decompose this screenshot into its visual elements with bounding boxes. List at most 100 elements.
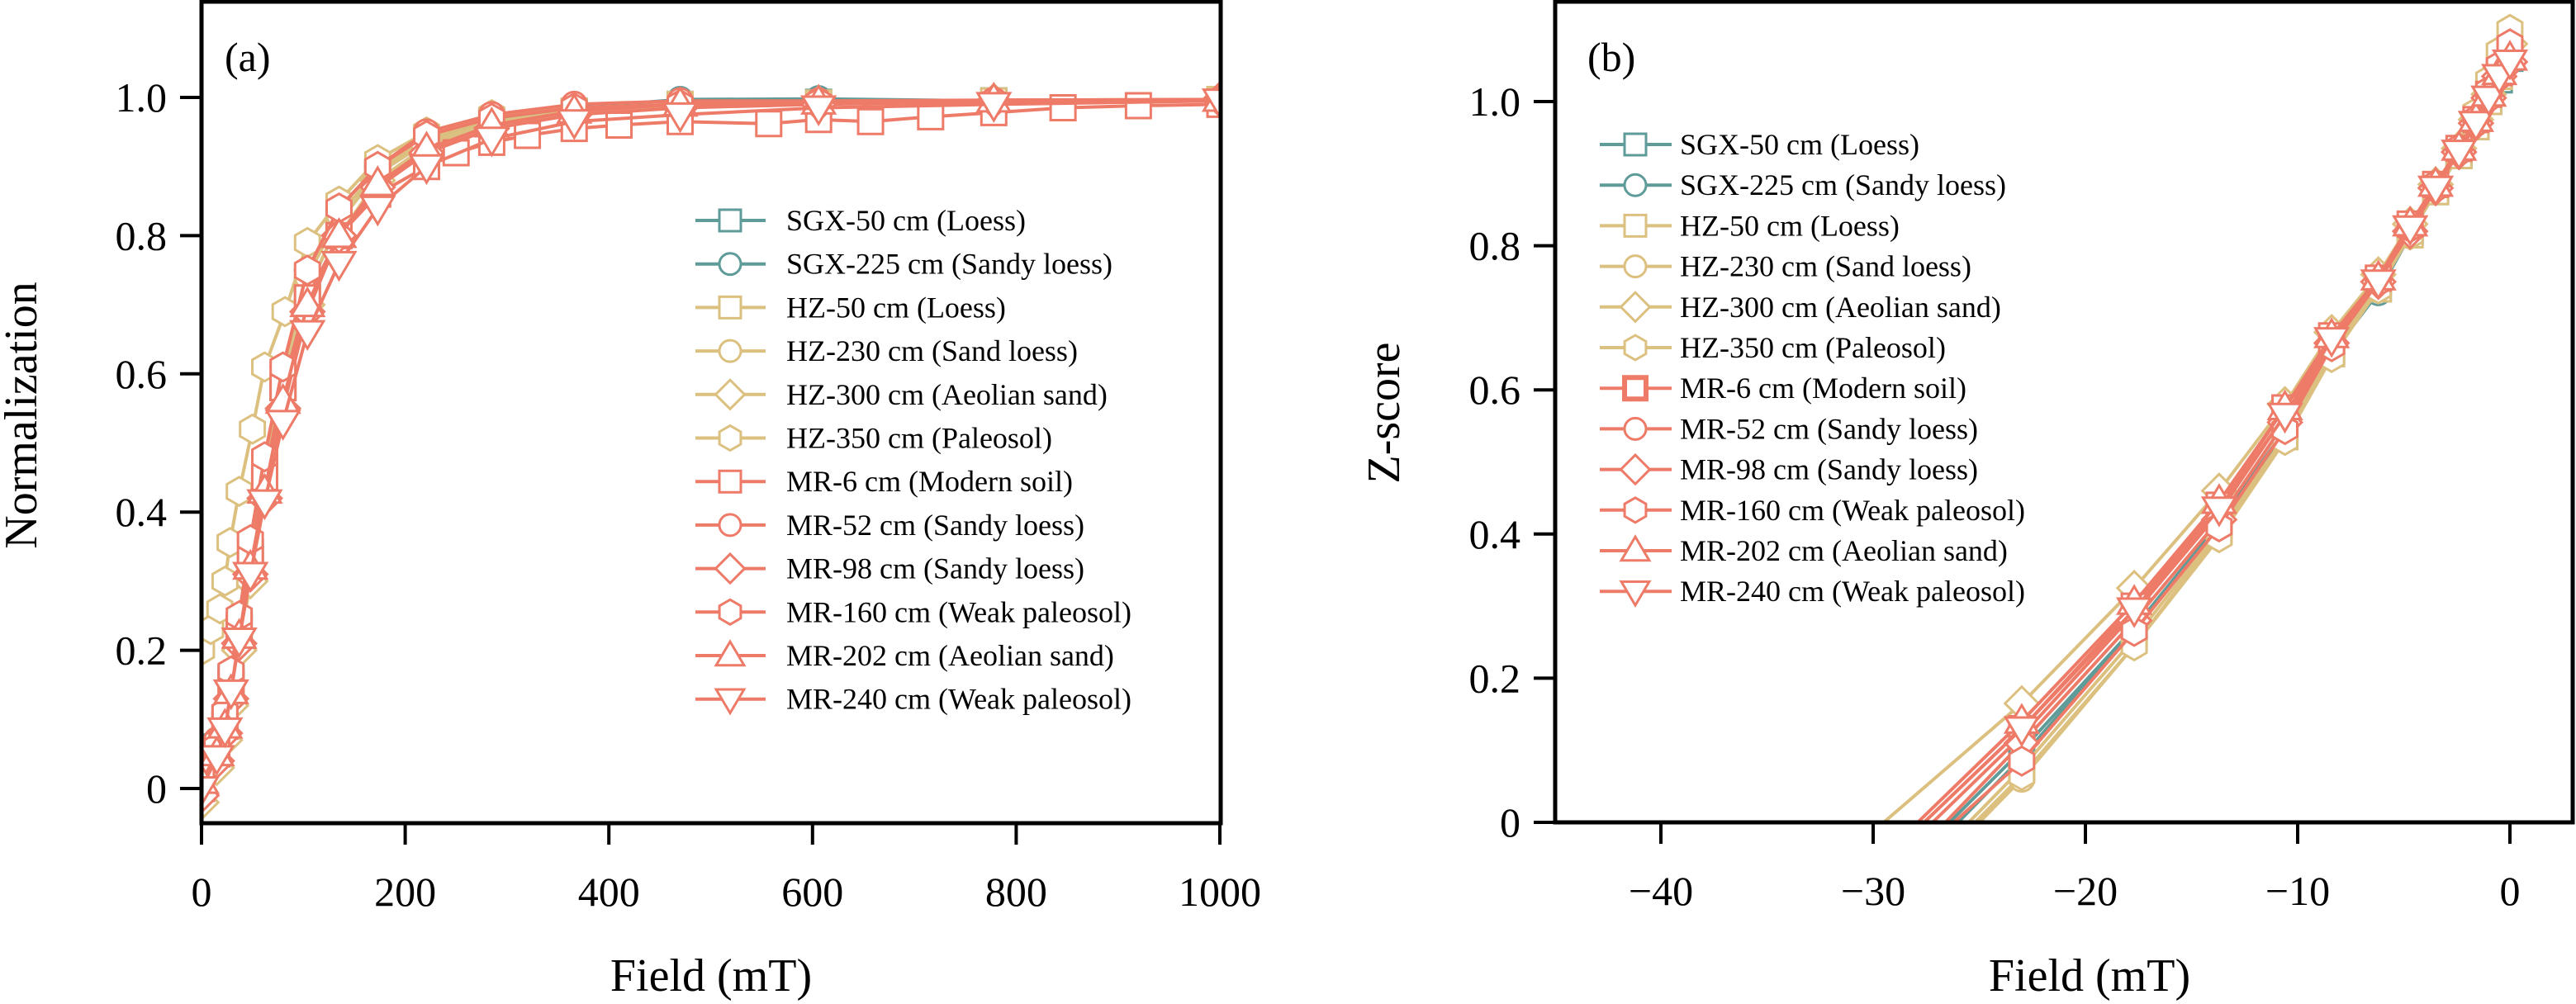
panel-b-y-tick-label: 0.2 xyxy=(1469,655,1521,701)
panel-a-data-point-triangle-up xyxy=(320,216,358,249)
panel-b-legend-label: HZ-230 cm (Sand loess) xyxy=(1680,250,1971,283)
panel-b-legend-item: MR-6 cm (Modern soil) xyxy=(1600,372,1966,405)
panel-a-legend-label: HZ-300 cm (Aeolian sand) xyxy=(786,378,1108,411)
panel-b-data-point-triangle-down xyxy=(2392,215,2429,247)
panel-b-legend-label: MR-160 cm (Weak paleosol) xyxy=(1680,494,2025,527)
panel-a-x-axis-title: Field (mT) xyxy=(610,950,812,1002)
panel-a-data-point-triangle-down xyxy=(289,320,326,352)
panel-a-y-ticks: 0 0.2 0.4 0.6 0.8 1.0 xyxy=(116,74,202,812)
panel-a-normalization: 0 200 400 600 800 1000 0 0.2 0.4 0.6 0.8 1.0 (a) F… xyxy=(0,0,1261,1002)
panel-a-data-point-triangle-down xyxy=(206,717,244,749)
panel-a-data-point-square xyxy=(1124,92,1152,120)
panel-b-legend-marker-circle xyxy=(1623,416,1648,441)
panel-b-x-axis-title: Field (mT) xyxy=(1989,950,2190,1002)
panel-b-y-axis-title: Z-score xyxy=(1359,342,1410,483)
panel-a-legend-marker-diamond xyxy=(714,378,747,411)
panel-a-legend-label: MR-98 cm (Sandy loess) xyxy=(786,552,1084,585)
panel-a-legend-item: MR-202 cm (Aeolian sand) xyxy=(695,639,1114,672)
panel-b-data-point-triangle-down xyxy=(2417,175,2455,207)
panel-a-x-tick-label: 800 xyxy=(985,869,1047,915)
panel-a-y-axis-title: Normalization xyxy=(0,282,47,548)
panel-b-x-tick-label: −20 xyxy=(2053,868,2118,914)
panel-b-data-point-triangle-down xyxy=(2266,402,2303,434)
panel-b-legend-label: HZ-50 cm (Loess) xyxy=(1680,209,1900,242)
panel-b-legend-label: SGX-50 cm (Loess) xyxy=(1680,128,1919,161)
panel-b-series-mr-240-cm-weak-paleosol xyxy=(1923,49,2529,821)
panel-a-legend-item: HZ-350 cm (Paleosol) xyxy=(695,422,1052,455)
panel-a-legend-item: HZ-50 cm (Loess) xyxy=(695,291,1006,324)
panel-a-legend-marker-square xyxy=(718,208,742,233)
panel-a-data-point-triangle-up xyxy=(289,286,326,318)
panel-b-legend-marker-hexagon xyxy=(1623,496,1648,524)
panel-b-legend-label: MR-240 cm (Weak paleosol) xyxy=(1680,575,2025,608)
panel-a-data-point-square xyxy=(856,107,885,135)
panel-a-legend-label: MR-6 cm (Modern soil) xyxy=(786,465,1073,498)
panel-a-data-point-triangle-down xyxy=(473,126,510,158)
panel-b-legend-item: SGX-225 cm (Sandy loess) xyxy=(1600,168,2006,201)
panel-a-legend-marker-diamond xyxy=(714,552,747,585)
panel-b-series-line xyxy=(1974,28,2512,821)
panel-a-legend-label: MR-160 cm (Weak paleosol) xyxy=(786,595,1131,628)
panel-b-legend-marker-diamond xyxy=(1619,291,1652,324)
panel-a-y-tick-label: 0.4 xyxy=(116,489,168,535)
panel-b-legend-item: HZ-350 cm (Paleosol) xyxy=(1600,331,1946,364)
panel-b-legend-label: MR-202 cm (Aeolian sand) xyxy=(1680,534,2008,567)
panel-a-data-point-square xyxy=(917,102,945,130)
panel-b-y-tick-label: 1.0 xyxy=(1469,78,1521,125)
panel-b-legend-item: HZ-300 cm (Aeolian sand) xyxy=(1600,291,2001,324)
panel-b-legend-marker-square xyxy=(1623,213,1648,238)
panel-a-legend-label: SGX-225 cm (Sandy loess) xyxy=(786,248,1112,281)
panel-b-legend-label: SGX-225 cm (Sandy loess) xyxy=(1680,168,2006,201)
panel-b-legend-marker-triangle-up xyxy=(1619,534,1652,562)
panel-a-legend-label: SGX-50 cm (Loess) xyxy=(786,204,1026,237)
panel-b-legend-label: MR-98 cm (Sandy loess) xyxy=(1680,453,1978,486)
panel-a-label: (a) xyxy=(225,34,271,80)
panel-b-series-layer xyxy=(1883,13,2529,821)
panel-a-legend-label: HZ-230 cm (Sand loess) xyxy=(786,334,1078,367)
panel-b-y-tick-label: 0 xyxy=(1500,799,1520,845)
panel-a-data-point-hexagon xyxy=(293,226,321,258)
panel-a-legend-marker-triangle-down xyxy=(714,688,747,716)
panel-b-legend-item: HZ-50 cm (Loess) xyxy=(1600,209,1900,242)
panel-a-y-tick-label: 0 xyxy=(146,765,167,812)
panel-b-y-ticks: 0 0.2 0.4 0.6 0.8 1.0 xyxy=(1469,78,1555,845)
panel-b-data-point-hexagon xyxy=(2008,745,2036,777)
panel-a-legend-item: SGX-50 cm (Loess) xyxy=(695,204,1026,237)
panel-a-data-point-hexagon xyxy=(211,565,239,597)
panel-b-legend-label: MR-6 cm (Modern soil) xyxy=(1680,372,1966,405)
panel-b-legend-item: MR-160 cm (Weak paleosol) xyxy=(1600,494,2025,527)
panel-b-legend-marker-triangle-down xyxy=(1619,580,1652,609)
panel-a-legend-label: MR-202 cm (Aeolian sand) xyxy=(786,639,1114,672)
panel-a-legend-label: HZ-350 cm (Paleosol) xyxy=(786,422,1052,455)
panel-b-label: (b) xyxy=(1587,34,1635,80)
panel-b-legend-marker-circle xyxy=(1623,173,1648,197)
panel-b-legend: SGX-50 cm (Loess) SGX-225 cm (Sandy loess… xyxy=(1600,128,2025,608)
panel-a-legend-item: MR-52 cm (Sandy loess) xyxy=(695,509,1084,542)
panel-a-data-point-hexagon xyxy=(217,655,245,687)
panel-b-data-point-triangle-down xyxy=(2491,49,2529,81)
panel-a-legend-item: MR-6 cm (Modern soil) xyxy=(695,465,1073,498)
panel-b-series-hz-230-cm-sand-loess xyxy=(1978,37,2524,821)
panel-b-series-hz-350-cm-paleosol xyxy=(1974,13,2524,821)
panel-a-plot-frame xyxy=(199,0,1223,826)
panel-b-y-tick-label: 0.8 xyxy=(1469,223,1521,269)
panel-a-legend-item: MR-160 cm (Weak paleosol) xyxy=(695,595,1131,628)
panel-a-legend-marker-square xyxy=(718,295,742,320)
panel-b-x-tick-label: 0 xyxy=(2500,868,2521,914)
panel-a-legend-label: MR-240 cm (Weak paleosol) xyxy=(786,683,1131,716)
panel-a-legend-marker-circle xyxy=(718,339,742,363)
panel-b-legend-label: HZ-350 cm (Paleosol) xyxy=(1680,331,1946,364)
panel-b-x-ticks: −40 −30 −20 −10 0 xyxy=(1629,822,2521,914)
panel-b-x-tick-label: −30 xyxy=(1841,868,1905,914)
panel-a-legend-marker-circle xyxy=(718,513,742,538)
panel-b-legend-item: HZ-230 cm (Sand loess) xyxy=(1600,250,1971,283)
panel-a-series-mr-240-cm-weak-paleosol xyxy=(203,88,1219,805)
panel-a-y-tick-label: 0.2 xyxy=(116,628,168,674)
panel-b-legend-item: MR-202 cm (Aeolian sand) xyxy=(1600,534,2008,567)
panel-b-series-line xyxy=(1917,57,2512,821)
panel-b-data-point-triangle-down xyxy=(2470,85,2507,117)
panel-b-data-point-triangle-down xyxy=(2441,140,2478,171)
panel-a-data-point-triangle-down xyxy=(556,109,593,140)
panel-b-legend-marker-diamond xyxy=(1619,452,1652,486)
panel-b-zscore: −40 −30 −20 −10 0 0 0.2 0.4 0.6 0.8 1.0 (b) Field… xyxy=(1359,0,2575,1002)
